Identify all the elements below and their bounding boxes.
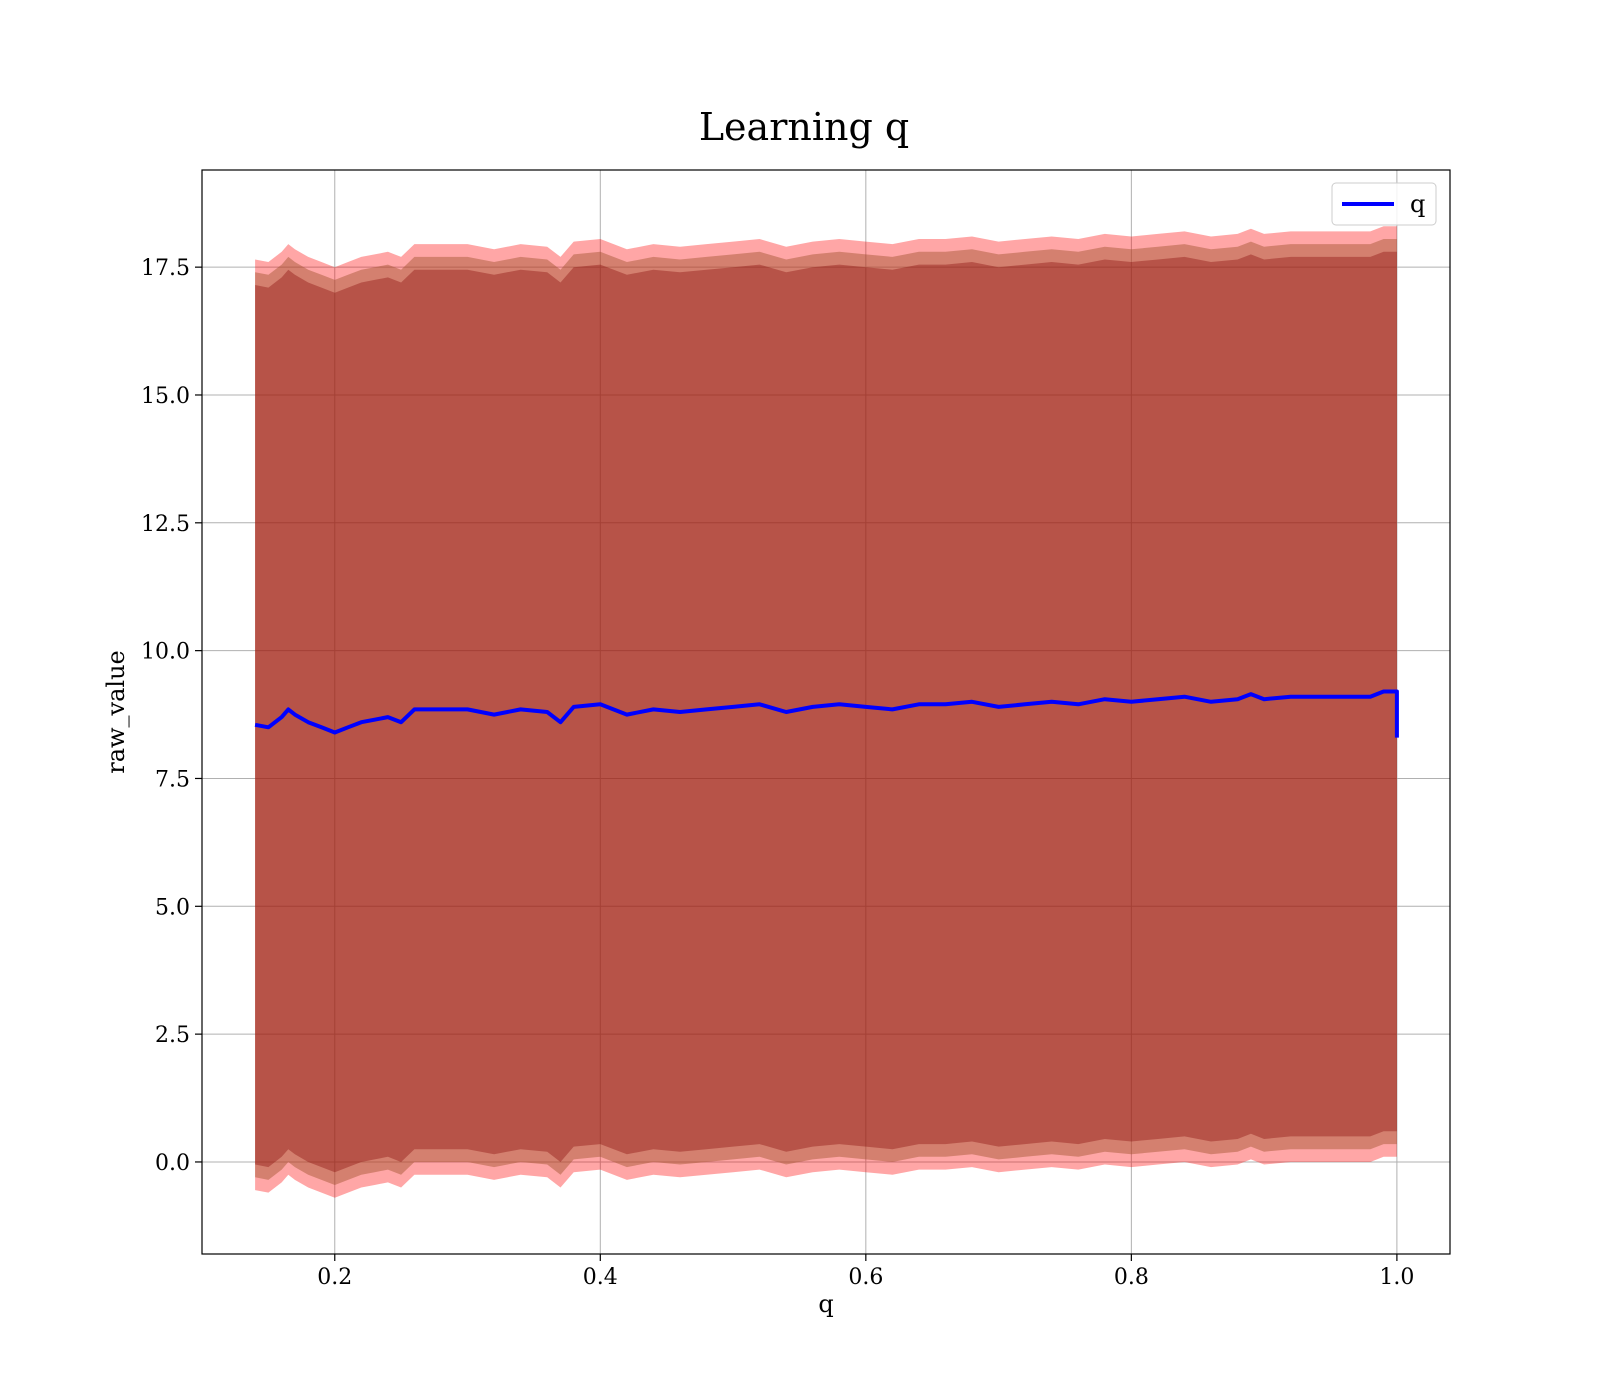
y-tick-label: 10.0 bbox=[141, 640, 190, 665]
x-tick-label: 0.2 bbox=[317, 1265, 352, 1290]
confidence-band-3 bbox=[255, 251, 1397, 1178]
x-tick-label: 1.0 bbox=[1379, 1265, 1414, 1290]
x-axis-label: q bbox=[818, 1290, 833, 1318]
legend-label-q: q bbox=[1410, 190, 1425, 218]
plot-frame bbox=[201, 169, 1451, 1255]
series-line-q bbox=[254, 689, 1399, 738]
y-tick-label: 0.0 bbox=[155, 1151, 190, 1176]
x-axis-ticks: 0.2 0.4 0.6 0.8 1.0 bbox=[317, 1254, 1414, 1290]
confidence-bands bbox=[255, 226, 1397, 1203]
chart-title: Learning q bbox=[699, 105, 909, 149]
plot-area bbox=[201, 169, 1451, 1255]
confidence-band-1 bbox=[255, 226, 1397, 1203]
series-lines bbox=[254, 689, 1399, 738]
y-tick-label: 17.5 bbox=[141, 256, 190, 281]
y-tick-label: 7.5 bbox=[155, 767, 190, 792]
y-tick-label: 15.0 bbox=[141, 384, 190, 409]
legend: q bbox=[1331, 182, 1437, 226]
confidence-band-2 bbox=[255, 239, 1397, 1191]
y-axis-ticks: 0.0 2.5 5.0 7.5 10.0 12.5 15.0 17.5 bbox=[141, 256, 202, 1176]
y-tick-label: 2.5 bbox=[155, 1023, 190, 1048]
grid bbox=[202, 170, 1450, 1254]
x-tick-label: 0.8 bbox=[1114, 1265, 1149, 1290]
y-tick-label: 5.0 bbox=[155, 895, 190, 920]
x-tick-label: 0.4 bbox=[583, 1265, 618, 1290]
x-tick-label: 0.6 bbox=[848, 1265, 883, 1290]
y-tick-label: 12.5 bbox=[141, 512, 190, 537]
y-axis-label: raw_value bbox=[102, 650, 130, 774]
